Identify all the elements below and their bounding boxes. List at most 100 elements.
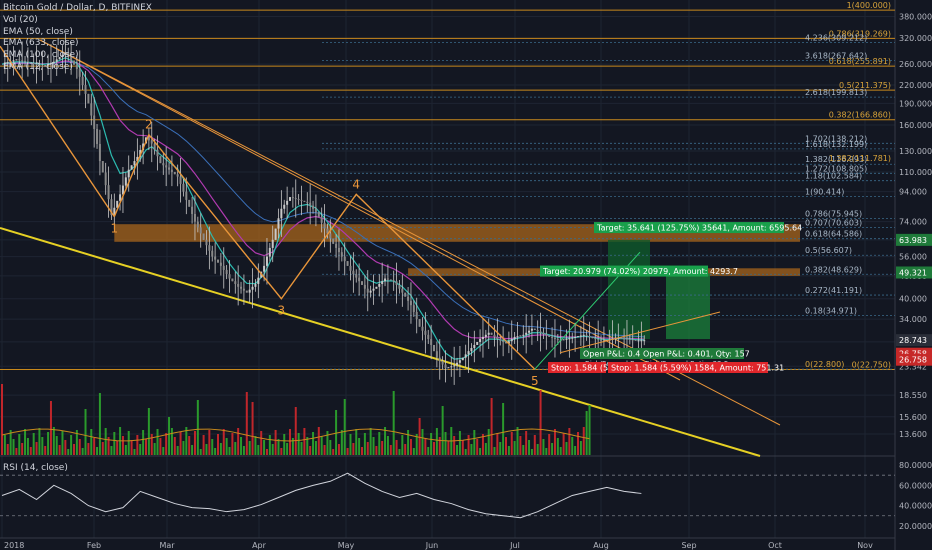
candle-body-193 (556, 338, 559, 340)
open-pl-label-2: Open P&L: 0.401, Qty: 157 (643, 350, 750, 359)
candle-body-137 (395, 281, 398, 285)
candle-body-15 (44, 65, 47, 67)
candle-body-88 (254, 283, 257, 287)
volume-bar-125 (361, 447, 363, 455)
volume-bar-63 (182, 441, 185, 455)
candle-body-130 (375, 286, 378, 289)
indicator-ema100[interactable]: EMA (100, close) (3, 50, 79, 61)
candle-body-36 (104, 172, 107, 186)
price-tag-bg-2 (896, 334, 932, 347)
candle-body-206 (594, 338, 597, 340)
volume-bar-102 (294, 407, 297, 455)
volume-bar-191 (551, 443, 554, 455)
volume-bar-82 (237, 428, 240, 455)
candle-body-66 (191, 206, 194, 214)
volume-bar-128 (369, 428, 372, 455)
volume-bar-166 (479, 448, 482, 455)
candle-body-192 (553, 337, 556, 339)
indicator-ema633[interactable]: EMA (633, close) (3, 38, 79, 49)
candle-body-142 (409, 300, 412, 306)
volume-bar-33 (96, 447, 99, 455)
volume-bar-6 (18, 434, 21, 455)
fib-left-label-1: 0.786(319.269) (829, 29, 891, 38)
candle-body-124 (358, 277, 361, 282)
fib-right-label-5: 1.382(116.993) (805, 155, 867, 164)
candle-body-129 (372, 288, 375, 291)
fib-right-label-16: 0(22.800) (805, 360, 844, 369)
candle-body-61 (176, 174, 179, 177)
candle-body-221 (637, 340, 640, 342)
ema50-line (1, 60, 645, 340)
candle-body-127 (366, 288, 369, 293)
candle-body-197 (568, 338, 571, 340)
volume-bar-9 (26, 438, 29, 455)
candle-body-34 (98, 143, 101, 162)
volume-bar-163 (470, 444, 473, 455)
volume-bar-36 (104, 428, 107, 455)
volume-bar-30 (87, 443, 90, 455)
candle-body-159 (458, 360, 461, 363)
volume-bar-133 (384, 427, 387, 455)
price-tick-19: 380.000 (899, 13, 932, 22)
volume-bar-118 (340, 430, 343, 455)
volume-bar-89 (257, 445, 260, 455)
volume-bar-153 (441, 406, 444, 455)
candle-body-78 (225, 269, 228, 275)
volume-bar-187 (539, 390, 542, 455)
volume-bar-0 (1, 384, 3, 455)
indicator-ema50[interactable]: EMA (50, close) (3, 26, 73, 37)
volume-bar-189 (545, 448, 548, 455)
price-tick-12: 110.000 (899, 168, 932, 177)
candle-body-185 (533, 328, 536, 331)
stop-label-1: Stop: 1.584 (5. (551, 364, 611, 373)
volume-bar-119 (343, 399, 346, 455)
price-tag-bg-0 (896, 233, 932, 246)
candle-body-177 (510, 339, 513, 342)
fib-left-label-0: 1(400.000) (847, 1, 891, 10)
volume-bar-26 (75, 430, 78, 455)
rsi-tick-2: 60.0000 (899, 481, 932, 490)
indicator-vol[interactable]: Vol (20) (3, 14, 38, 25)
indicator-ema12[interactable]: EMA (12, close) (3, 61, 73, 72)
candle-body-12 (35, 63, 38, 65)
volume-bar-160 (461, 440, 464, 455)
volume-bar-140 (404, 444, 407, 455)
candle-body-109 (314, 208, 317, 212)
candle-body-153 (441, 361, 444, 365)
candle-body-25 (73, 60, 75, 65)
candle-body-52 (150, 140, 153, 144)
candle-body-202 (582, 334, 585, 336)
volume-bar-68 (196, 400, 199, 455)
volume-bar-65 (188, 436, 191, 455)
candle-body-80 (231, 278, 234, 282)
volume-bar-43 (124, 445, 127, 455)
volume-bar-177 (510, 432, 513, 455)
volume-bar-108 (312, 432, 315, 455)
volume-bar-28 (81, 448, 84, 455)
candle-body-134 (386, 278, 389, 280)
volume-bar-104 (300, 442, 303, 455)
volume-bar-122 (352, 443, 355, 455)
volume-bar-169 (487, 429, 490, 455)
candle-body-55 (159, 156, 162, 164)
candle-body-170 (490, 332, 493, 335)
volume-bar-87 (251, 402, 254, 455)
volume-bar-73 (211, 439, 214, 455)
volume-bar-71 (205, 444, 208, 455)
candle-body-126 (363, 284, 366, 289)
candle-body-64 (185, 191, 188, 200)
fib-left-label-3: 0.5(211.375) (839, 81, 891, 90)
volume-bar-154 (444, 432, 447, 455)
volume-bar-45 (130, 440, 133, 455)
volume-bar-38 (110, 446, 113, 455)
fib-right-label-4: 1.618(132.199) (805, 140, 867, 149)
candle-body-186 (536, 330, 539, 332)
time-tick-Apr: Apr (252, 541, 267, 550)
candle-body-38 (110, 199, 113, 216)
volume-bar-186 (536, 444, 539, 455)
candle-body-152 (438, 357, 441, 362)
candle-body-139 (401, 288, 404, 293)
target-label-2-bg (540, 265, 708, 277)
fib-right-label-1: 3.618(267.642) (805, 51, 867, 60)
